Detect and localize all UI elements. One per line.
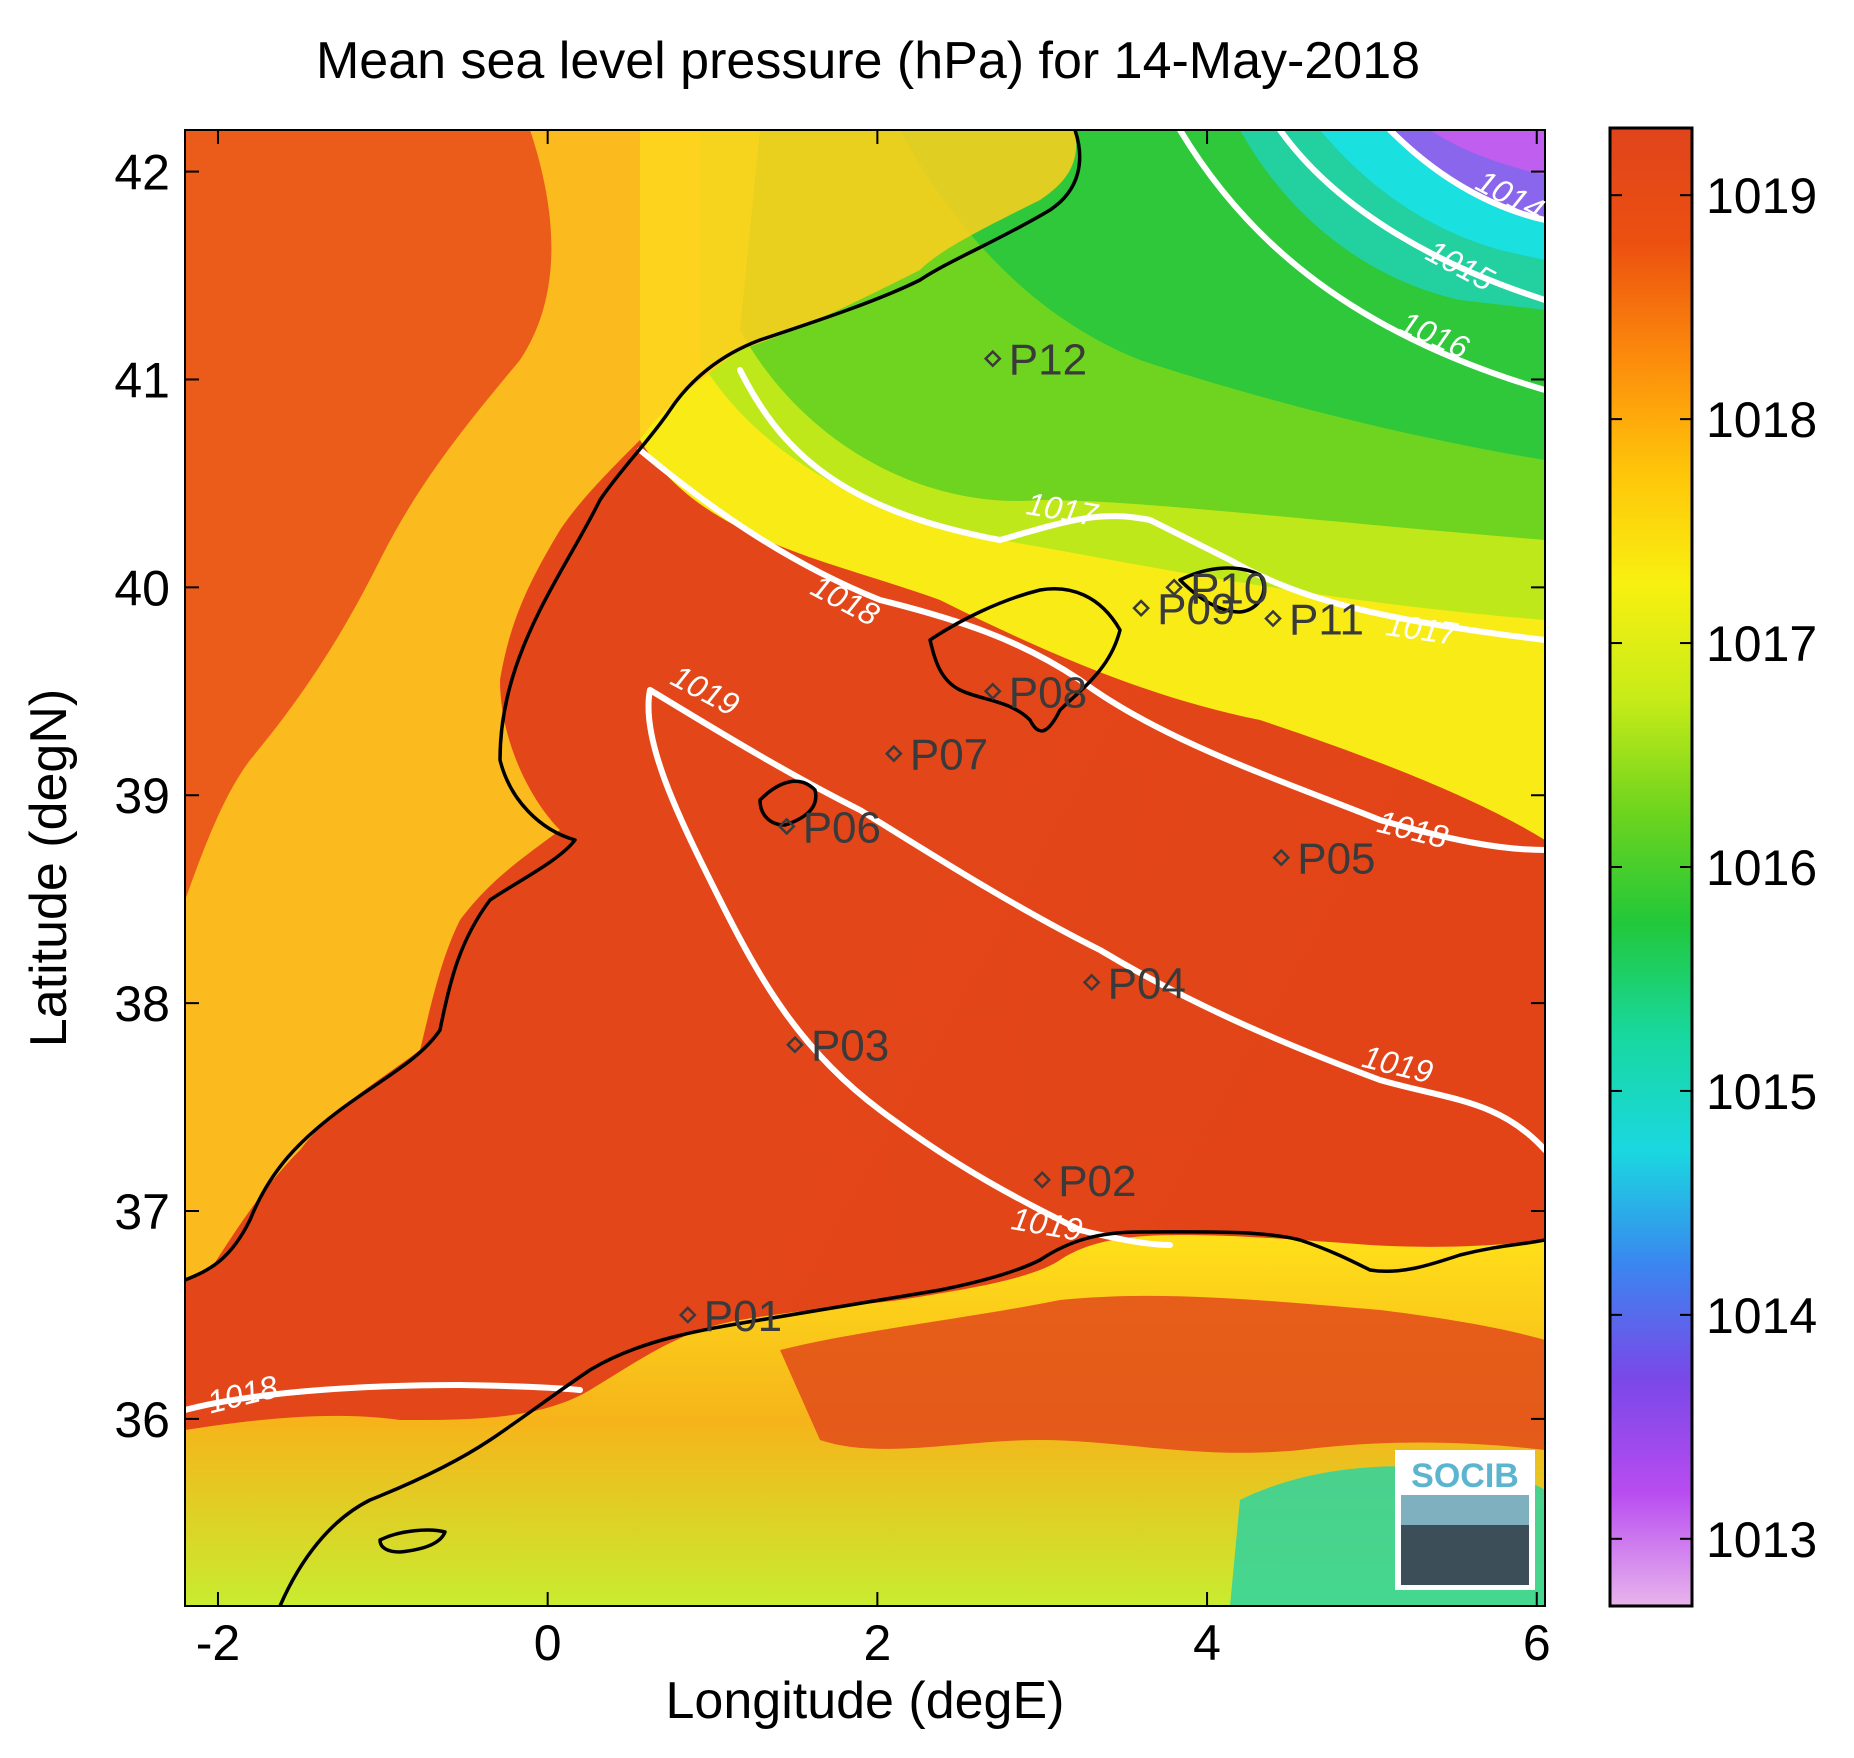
isobar-1019-south [645,687,1173,1248]
station-p03: P03 [786,1022,889,1071]
station-marker [1033,1170,1052,1189]
colorbar-tick-label: 1016 [1706,840,1817,896]
x-tick-label: -2 [196,1615,240,1671]
station-p06: P06 [777,803,881,852]
station-p02: P02 [1033,1157,1137,1206]
station-label: P08 [1009,668,1087,717]
colorbar-tick-label: 1014 [1706,1288,1817,1344]
coastlines [185,130,1545,1606]
land-iberia-interior [185,130,552,900]
station-marker [678,1306,697,1324]
coastline-mallorca [928,587,1122,733]
isobar-contours [185,130,1545,1413]
socib-logo: SOCIB [1395,1450,1535,1590]
isobar-1018-south [185,1381,583,1413]
station-label: P07 [910,731,988,780]
coastline-alboran [378,1528,447,1554]
station-p11: P11 [1264,596,1364,645]
colorbar-ticks: 1013 1014 1015 1016 1017 1018 1019 [1610,168,1817,1568]
station-marker [1272,848,1291,867]
isobar-1017-north [737,367,1545,643]
y-tick-label: 41 [114,352,170,408]
station-p05: P05 [1272,835,1376,884]
x-tick-label: 6 [1523,1615,1551,1671]
station-p07: P07 [885,731,988,780]
station-label: P06 [803,803,881,852]
isobar-1016 [1177,130,1545,393]
isobar-1019-north [647,687,1545,1153]
coastline-north-africa [278,1230,1545,1606]
station-p12: P12 [983,336,1087,385]
station-marker [885,744,903,763]
station-label: P11 [1289,596,1364,645]
station-marker [983,682,1002,701]
y-tick-label: 39 [114,768,170,824]
coastline-ibiza [758,779,818,827]
station-marker [777,817,796,836]
colorbar-tick-label: 1018 [1706,392,1817,448]
station-marker [1264,609,1282,628]
station-label: P03 [811,1022,889,1071]
x-tick-label: 0 [534,1615,562,1671]
colorbar-tick-label: 1019 [1706,168,1817,224]
isobar-1018-north [637,447,1545,853]
station-label: P01 [704,1292,782,1341]
station-p04: P04 [1082,959,1186,1008]
y-tick-label: 38 [114,976,170,1032]
x-tick-label: 4 [1193,1615,1221,1671]
station-p10: P10 [1165,564,1268,613]
station-marker [786,1035,804,1054]
colorbar-tick-label: 1013 [1706,1512,1817,1568]
socib-logo-text: SOCIB [1411,1457,1519,1495]
y-tick-label: 36 [114,1392,170,1448]
station-label: P05 [1297,835,1375,884]
chart-title: Mean sea level pressure (hPa) for 14-May… [316,32,1420,90]
station-p08: P08 [983,668,1087,717]
isobar-1015 [1277,130,1545,303]
station-p09: P09 [1132,585,1235,634]
x-axis-ticks: -2 0 2 4 6 [196,130,1551,1671]
station-label: P12 [1009,336,1087,385]
x-axis-label: Longitude (degE) [666,1672,1065,1730]
isobar-1014 [1387,130,1545,223]
station-label: P09 [1157,585,1235,634]
y-tick-label: 40 [114,560,170,616]
station-marker [983,349,1002,368]
map-plot-area: SOCIB [185,130,1545,1606]
station-marker [1082,973,1101,992]
coastline-iberia [185,130,1082,1282]
land-north-africa-red-patch [780,1295,1545,1453]
station-label: P02 [1058,1157,1136,1206]
station-label: P10 [1190,564,1268,613]
station-marker [1132,599,1150,617]
y-axis-label: Latitude (degN) [20,689,78,1047]
station-label: P04 [1108,959,1186,1008]
y-tick-label: 37 [114,1184,170,1240]
coastline-menorca [1178,566,1266,614]
map-frame [184,129,1546,1607]
colorbar-tick-label: 1017 [1706,616,1817,672]
station-marker [1165,578,1183,597]
colorbar-tick-label: 1015 [1706,1064,1817,1120]
colorbar [1608,126,1694,1608]
y-tick-label: 42 [114,145,170,201]
y-axis-ticks: 36 37 38 39 40 41 42 [114,145,1545,1448]
pressure-band-1013 [1430,130,1545,175]
station-p01: P01 [678,1292,782,1341]
x-tick-label: 2 [863,1615,891,1671]
